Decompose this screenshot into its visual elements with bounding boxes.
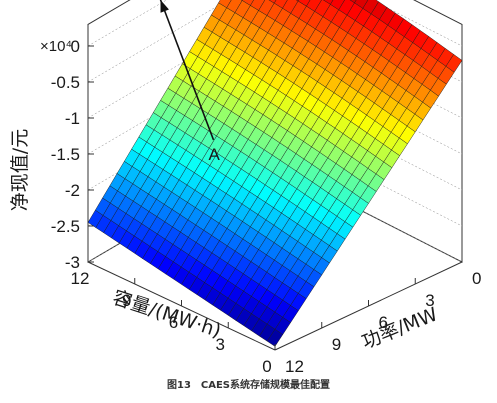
z-tick-label: -1 — [65, 109, 80, 128]
power-tick-label: 12 — [285, 357, 304, 376]
surface-patch — [268, 0, 277, 4]
z-tick-label: -1.5 — [51, 145, 80, 164]
figure-caption: 图13 CAES系统存储规模最佳配置 — [166, 380, 331, 391]
capacity-tick-label: 9 — [122, 291, 131, 310]
annotation-arrow-head — [160, 0, 169, 13]
surface-patch — [266, 328, 284, 347]
z-gridline-left — [87, 0, 167, 47]
power-tick-label: 6 — [379, 313, 388, 332]
capacity-tick-label: 12 — [71, 269, 90, 288]
capacity-tick-label: 3 — [216, 335, 225, 354]
annotation-label: A — [209, 145, 221, 164]
power-tick-label: 3 — [425, 291, 434, 310]
z-tick-label: 0 — [71, 37, 80, 56]
z-axis-title: 净现值/元 — [9, 129, 31, 211]
power-tick-label: 9 — [332, 335, 341, 354]
capacity-axis-ticks: 12 9 6 3 0 — [71, 256, 276, 376]
z-axis-multiplier: ×10⁴ — [40, 38, 72, 55]
power-axis-ticks: 12 9 6 3 0 — [274, 256, 481, 376]
z-tick-label: -2 — [65, 181, 80, 200]
z-tick-label: -0.5 — [51, 73, 80, 92]
z-axis-ticks: 0 -0.5 -1 -1.5 -2 -2.5 -3 — [51, 37, 94, 272]
annotation-arrow-line — [159, 0, 215, 141]
power-axis-title: 功率/MW — [359, 303, 441, 353]
capacity-tick-label: 0 — [262, 357, 271, 376]
capacity-tick-label: 6 — [169, 313, 178, 332]
surface-mesh — [87, 0, 463, 347]
z-tick-label: -2.5 — [51, 217, 80, 236]
z-gridline-left — [87, 0, 229, 83]
power-tick-label: 0 — [472, 269, 481, 288]
z-tick-label: -3 — [65, 253, 80, 272]
